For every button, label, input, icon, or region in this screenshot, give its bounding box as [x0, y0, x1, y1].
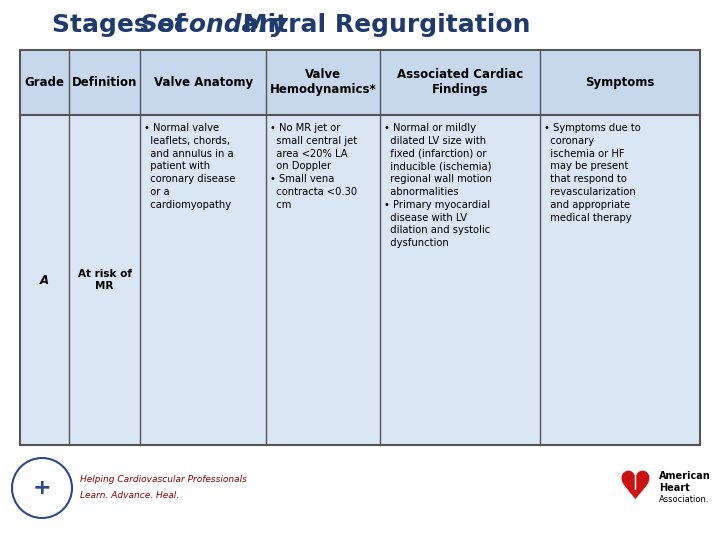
Text: A: A: [40, 273, 49, 287]
Text: • No MR jet or
  small central jet
  area <20% LA
  on Doppler
• Small vena
  co: • No MR jet or small central jet area <2…: [270, 123, 357, 210]
Bar: [266, 50, 380, 115]
Bar: [380, 115, 540, 445]
Text: Heart: Heart: [659, 483, 690, 493]
Text: At risk of
MR: At risk of MR: [78, 269, 132, 291]
Bar: [140, 115, 266, 445]
Bar: [540, 115, 700, 445]
Bar: [20, 115, 69, 445]
Text: Grade: Grade: [24, 76, 65, 89]
Bar: [380, 50, 540, 115]
Text: Valve Anatomy: Valve Anatomy: [153, 76, 253, 89]
Bar: [20, 50, 69, 115]
Bar: [20, 50, 700, 445]
Text: • Normal valve
  leaflets, chords,
  and annulus in a
  patient with
  coronary : • Normal valve leaflets, chords, and ann…: [144, 123, 235, 210]
Text: Valve
Hemodynamics*: Valve Hemodynamics*: [270, 69, 377, 97]
Text: Symptoms: Symptoms: [585, 76, 654, 89]
Text: Mitral Regurgitation: Mitral Regurgitation: [234, 13, 531, 37]
Text: Associated Cardiac
Findings: Associated Cardiac Findings: [397, 69, 523, 97]
Text: Stages of: Stages of: [52, 13, 194, 37]
Text: Secondary: Secondary: [140, 13, 288, 37]
Text: +: +: [32, 478, 51, 498]
Text: ♥: ♥: [618, 469, 652, 507]
Bar: [69, 115, 140, 445]
Text: |: |: [632, 476, 637, 490]
Bar: [69, 50, 140, 115]
Text: Association.: Association.: [659, 496, 709, 504]
Text: Learn. Advance. Heal.: Learn. Advance. Heal.: [80, 491, 179, 501]
Bar: [266, 115, 380, 445]
Text: Helping Cardiovascular Professionals: Helping Cardiovascular Professionals: [80, 476, 247, 484]
Bar: [140, 50, 266, 115]
Text: • Symptoms due to
  coronary
  ischemia or HF
  may be present
  that respond to: • Symptoms due to coronary ischemia or H…: [544, 123, 641, 222]
Text: Definition: Definition: [72, 76, 138, 89]
Text: • Normal or mildly
  dilated LV size with
  fixed (infarction) or
  inducible (i: • Normal or mildly dilated LV size with …: [384, 123, 492, 248]
Bar: [540, 50, 700, 115]
Text: American: American: [659, 471, 711, 481]
